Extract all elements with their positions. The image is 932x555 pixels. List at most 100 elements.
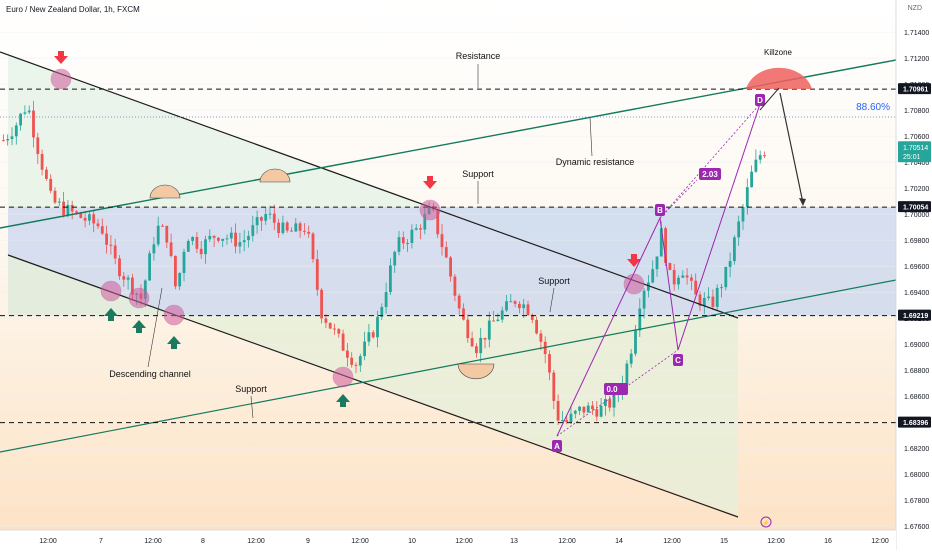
- candle-body: [118, 258, 121, 277]
- candle-body: [268, 213, 272, 215]
- candle-body: [195, 237, 199, 249]
- candle-body: [737, 221, 741, 238]
- up-arrow-3: [336, 394, 350, 407]
- time-tick-label: 16: [824, 538, 832, 545]
- pattern-legs: [556, 103, 761, 437]
- candle-body: [122, 276, 126, 280]
- candle-body: [715, 287, 719, 307]
- pattern-ext: [659, 179, 698, 219]
- candle-body: [513, 301, 517, 304]
- candle-body: [156, 225, 160, 245]
- candle-body: [423, 214, 427, 230]
- candle-body: [741, 206, 745, 222]
- candle-body: [470, 338, 474, 347]
- up-arrow-1: [132, 320, 146, 333]
- candle-body: [569, 413, 573, 422]
- candle-body: [14, 125, 18, 137]
- price-tick-label: 1.68800: [904, 368, 929, 375]
- candle-body: [36, 137, 40, 154]
- candle-body: [83, 217, 87, 221]
- candle-body: [526, 304, 530, 316]
- lightning-icon: [760, 516, 772, 528]
- candle-body: [466, 319, 470, 339]
- candle-body: [406, 243, 409, 245]
- candle-body: [453, 276, 457, 296]
- candle-body: [75, 211, 78, 213]
- candle-body: [358, 356, 362, 366]
- candle-body: [500, 310, 504, 320]
- price-tick-label: 1.68600: [904, 394, 929, 401]
- price-badge-bg-0: [898, 83, 931, 95]
- candle-body: [88, 214, 91, 221]
- candle-body: [341, 333, 345, 351]
- touch-circle-1: [100, 280, 122, 302]
- candle-body: [169, 242, 173, 256]
- fib-label: 88.60%: [856, 102, 890, 113]
- price-axis: 1.714001.712001.710001.708001.706001.704…: [895, 0, 932, 550]
- candle-body: [182, 251, 186, 273]
- candle-body: [591, 405, 594, 410]
- candle-body: [655, 256, 659, 270]
- touch-circle-0: [50, 68, 72, 90]
- price-tick-label: 1.70000: [904, 212, 929, 219]
- up-arrow-2: [167, 336, 181, 349]
- candle-body: [552, 372, 556, 401]
- time-axis: 12:00 7 12:00 8 12:00 9 12:00 10 12:00 13 12:00 14 1…: [0, 529, 896, 550]
- killzone-label: Killzone: [764, 48, 793, 57]
- rising-support-line: [0, 279, 897, 453]
- candle-body: [634, 330, 637, 354]
- candle-body: [328, 322, 332, 329]
- candle-body: [629, 353, 633, 364]
- candle-body: [290, 230, 293, 232]
- candle-body: [221, 238, 225, 241]
- candle-body: [698, 294, 702, 306]
- candle-body: [174, 255, 177, 287]
- candle-body: [354, 364, 358, 366]
- candle-body: [685, 275, 689, 278]
- time-tick-label: 12:00: [39, 538, 57, 545]
- time-tick-label: 12:00: [144, 538, 162, 545]
- label-support-top: Support: [462, 169, 494, 179]
- candle-body: [320, 289, 323, 319]
- candle-body: [668, 262, 672, 271]
- candle-body: [677, 277, 680, 285]
- candle-body: [694, 280, 698, 295]
- price-badge-label-2: 1.69219: [903, 313, 928, 320]
- candle-body: [165, 225, 169, 243]
- candle-body: [397, 237, 401, 252]
- candle-body: [410, 229, 414, 244]
- candle-body: [475, 346, 478, 354]
- candle-body: [311, 233, 315, 260]
- currency-label: NZD: [907, 5, 922, 12]
- candle-body: [690, 277, 693, 281]
- projection-line-1: [779, 92, 804, 204]
- candle-body: [724, 266, 728, 288]
- candle-body: [462, 308, 465, 320]
- time-axis-bg: [0, 530, 896, 550]
- candle-body: [225, 238, 229, 240]
- candle-body: [548, 354, 551, 373]
- candle-body: [440, 234, 444, 248]
- candle-body: [148, 253, 151, 281]
- candle-body: [539, 333, 543, 342]
- price-badge-label-0: 1.70961: [903, 87, 928, 94]
- candle-body: [659, 228, 663, 257]
- candle-body: [6, 138, 10, 141]
- candle-body: [109, 244, 113, 246]
- label-resistance: Resistance: [456, 51, 501, 61]
- price-badge-label-3: 1.68396: [903, 420, 928, 427]
- candle-body: [285, 222, 289, 231]
- label-support-mid: Support: [538, 276, 570, 286]
- time-tick-label: 12:00: [455, 538, 473, 545]
- down-arrow-3: [627, 254, 641, 267]
- candle-body: [92, 214, 96, 224]
- pattern-ratio-box: [699, 168, 721, 180]
- leader-channel: [147, 287, 163, 368]
- bump-3: [457, 363, 495, 380]
- time-tick-label: 8: [201, 538, 205, 545]
- candle-body: [401, 237, 405, 244]
- time-tick-label: 7: [99, 538, 103, 545]
- pattern-point-label-0: A: [554, 442, 560, 451]
